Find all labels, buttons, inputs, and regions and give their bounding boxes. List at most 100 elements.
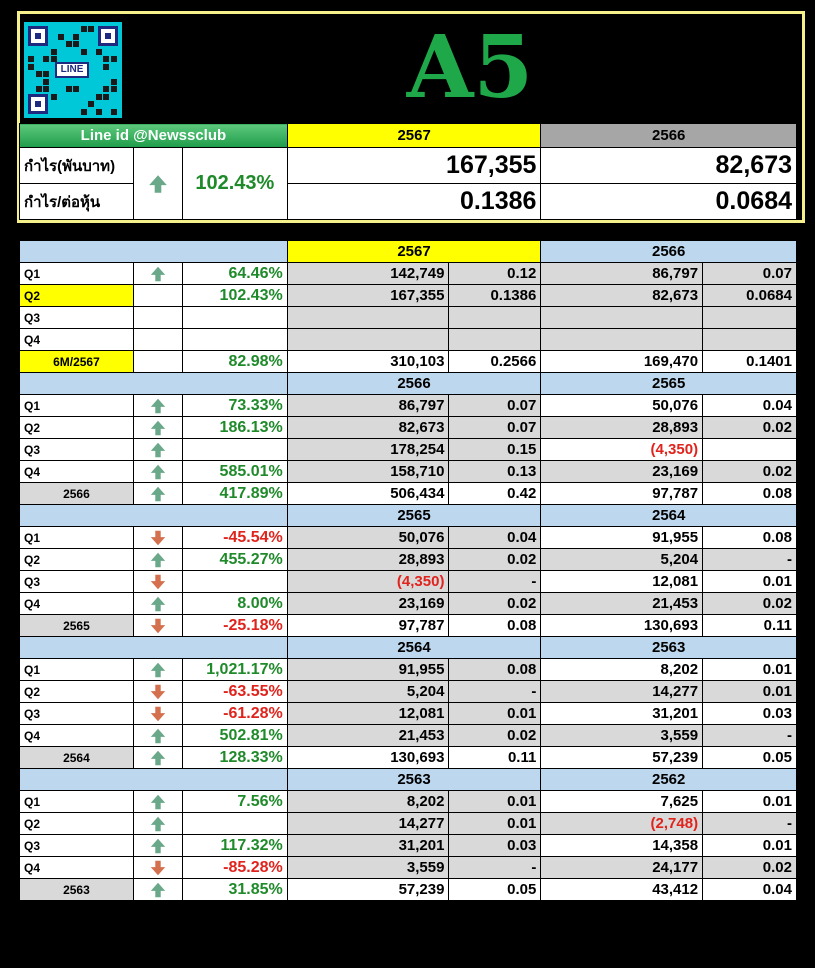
eps-a: 0.08 <box>448 614 542 637</box>
year-prev-header: 2566 <box>540 123 797 148</box>
qr-module <box>43 71 49 77</box>
change-percent: 64.46% <box>181 262 288 285</box>
eps-a: 0.02 <box>448 548 542 571</box>
qr-module <box>73 33 79 40</box>
qr-module <box>50 93 57 100</box>
table-row: Q2 14,277 0.01 (2,748) - <box>19 812 797 835</box>
eps-a: 0.02 <box>448 724 542 747</box>
eps-a: - <box>448 680 542 703</box>
change-percent: -25.18% <box>181 614 288 637</box>
section-header-blank <box>19 504 288 527</box>
eps-b: 0.01 <box>702 790 797 813</box>
arrow-up-icon <box>132 394 183 417</box>
qr-module <box>35 86 42 92</box>
qr-module <box>65 41 72 47</box>
profit-a: 23,169 <box>286 592 450 615</box>
summary-table: Line id @Newssclub 2567 2566 กำไร(พันบาท… <box>19 123 797 220</box>
qr-module <box>50 56 57 62</box>
arrow-down-icon <box>132 570 183 593</box>
row-label: Q3 <box>19 570 134 593</box>
profit-b: (2,748) <box>540 812 704 835</box>
table-row: 6M/2567 82.98% 310,103 0.2566 169,470 0.1401 <box>19 350 797 373</box>
profit-a: 31,201 <box>286 834 450 857</box>
profit-b: 23,169 <box>540 460 704 483</box>
profit-a: 142,749 <box>286 262 450 285</box>
section-header-blank <box>19 768 288 791</box>
qr-module <box>110 56 117 62</box>
change-percent: 417.89% <box>181 482 288 505</box>
section-year-b: 2564 <box>540 504 797 527</box>
table-row: Q2 102.43% 167,355 0.1386 82,673 0.0684 <box>19 284 797 307</box>
eps-b: 0.02 <box>702 460 797 483</box>
qr-module <box>43 78 49 85</box>
change-percent <box>181 570 288 593</box>
arrow-up-icon <box>132 460 183 483</box>
row-label: Q3 <box>19 438 134 461</box>
table-row: Q2 -63.55% 5,204-14,277 0.01 <box>19 680 797 703</box>
profit-a: 178,254 <box>286 438 450 461</box>
eps-b: 0.0684 <box>702 284 797 307</box>
eps-b: 0.02 <box>702 416 797 439</box>
qr-module <box>43 86 49 92</box>
table-row: Q2 455.27% 28,893 0.02 5,204- <box>19 548 797 571</box>
arrow-up-icon <box>132 416 183 439</box>
eps-prev: 0.0684 <box>540 183 797 220</box>
qr-module <box>110 86 117 92</box>
eps-b: 0.07 <box>702 262 797 285</box>
section-year-a: 2564 <box>286 636 542 659</box>
profit-a: 12,081 <box>286 702 450 725</box>
profit-b: 7,625 <box>540 790 704 813</box>
change-percent: 31.85% <box>181 878 288 901</box>
row-label: Q1 <box>19 394 134 417</box>
table-row: Q1 7.56% 8,202 0.01 7,625 0.01 <box>19 790 797 813</box>
eps-a: 0.42 <box>448 482 542 505</box>
eps-a: - <box>448 856 542 879</box>
change-percent: 7.56% <box>181 790 288 813</box>
arrow-up-icon <box>132 548 183 571</box>
arrow-up-icon <box>132 878 183 901</box>
table-row: Q3 (4,350) -12,081 0.01 <box>19 570 797 593</box>
qr-module <box>50 48 57 55</box>
arrow-empty <box>132 306 183 329</box>
profit-b <box>540 306 704 329</box>
profit-a: 14,277 <box>286 812 450 835</box>
eps-a: 0.08 <box>448 658 542 681</box>
profit-a: 91,955 <box>286 658 450 681</box>
eps-a: 0.13 <box>448 460 542 483</box>
arrow-down-icon <box>132 856 183 879</box>
section-header-row: 2563 2562 <box>19 768 797 791</box>
profit-b: 130,693 <box>540 614 704 637</box>
profit-a: 506,434 <box>286 482 450 505</box>
profit-b: (4,350) <box>540 438 704 461</box>
row-label: 2564 <box>19 746 134 769</box>
arrow-up-icon <box>132 592 183 615</box>
qr-module <box>88 101 94 107</box>
qr-code-icon[interactable]: LINE <box>24 22 122 118</box>
table-row: 2563 31.85% 57,239 0.05 43,412 0.04 <box>19 878 797 901</box>
eps-a: 0.02 <box>448 592 542 615</box>
table-row: Q4 -85.28% 3,559-24,177 0.02 <box>19 856 797 879</box>
profit-current: 167,355 <box>286 147 542 184</box>
change-percent: 455.27% <box>181 548 288 571</box>
change-percent: 186.13% <box>181 416 288 439</box>
profit-b: 28,893 <box>540 416 704 439</box>
profit-b: 169,470 <box>540 350 704 373</box>
table-row: Q1 -45.54% 50,076 0.04 91,955 0.08 <box>19 526 797 549</box>
arrow-up-icon <box>132 658 183 681</box>
eps-b: 0.03 <box>702 702 797 725</box>
change-percent <box>181 306 288 329</box>
row-label: Q2 <box>19 680 134 703</box>
arrow-up-icon <box>132 746 183 769</box>
eps-b <box>702 306 797 329</box>
section-year-a: 2565 <box>286 504 542 527</box>
arrow-empty <box>132 284 183 307</box>
table-row: Q4 8.00% 23,169 0.02 21,453 0.02 <box>19 592 797 615</box>
change-percent: 502.81% <box>181 724 288 747</box>
change-percent: 585.01% <box>181 460 288 483</box>
eps-b: 0.08 <box>702 526 797 549</box>
profit-a: 167,355 <box>286 284 450 307</box>
eps-a: 0.01 <box>448 702 542 725</box>
profit-b: 91,955 <box>540 526 704 549</box>
row-label: Q2 <box>19 548 134 571</box>
qr-module <box>80 108 87 115</box>
